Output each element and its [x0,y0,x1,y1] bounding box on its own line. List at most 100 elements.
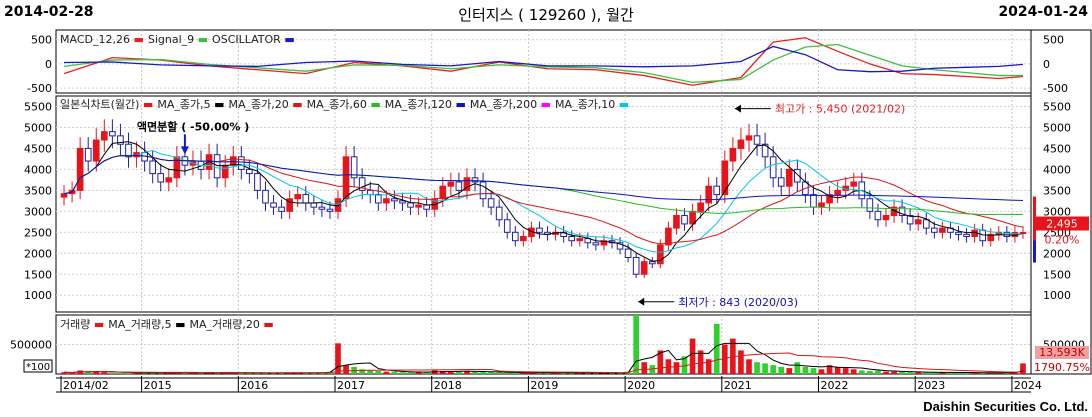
macd-y-tick-left-label: -500 [27,82,52,95]
price-candle [221,164,229,179]
volume-bar [923,372,930,374]
legend-swatch-icon: ▬ [194,33,209,46]
high-price-annotation: 최고가 : 5,450 (2021/02) [775,103,905,116]
legend-item[interactable]: MA_종가,5 ▬ [157,98,224,111]
price-candle [455,181,463,191]
legend-label: MA_종가,60 [306,98,367,111]
end-date: 2024-01-24 [998,4,1088,20]
volume-bar [456,371,462,374]
legend-item[interactable]: MA_거래량,5 ▬ [108,318,185,331]
price-y-tick-left-label: 4000 [24,163,52,176]
price-y-tick-right-label: 2000 [1043,247,1071,260]
price-candle [60,193,68,198]
volume-bar [528,372,535,374]
legend-label: MA_종가,10 [555,98,616,111]
volume-bar [101,372,108,374]
legend-label: MA_종가,20 [228,98,289,111]
legend-item[interactable]: 일본식차트(월간) ▬ [60,98,153,111]
price-candle [697,202,704,212]
price-candle [84,147,92,162]
volume-bar [641,362,648,374]
volume-bar [770,365,776,374]
price-candle [705,185,713,204]
volume-bar [472,371,478,374]
volume-bar [157,372,164,374]
x-tick-label: 2016 [240,379,268,392]
volume-bar [109,372,116,374]
low-price-arrow-head [638,297,645,306]
legend-item[interactable]: MA_종가,120 ▬ [385,98,466,111]
price-candle [673,215,680,229]
stock-split-annotation: 액면분할 ( -50.00% ) [137,119,249,133]
price-candle [270,202,277,208]
volume-bar [504,372,511,374]
macd-y-tick-right-label: -500 [1043,82,1068,95]
legend-item[interactable]: MA_종가,200 ▬ [470,98,551,111]
volume-bar [496,372,502,374]
legend-item[interactable]: MACD_12,26 ▬ [60,33,144,46]
volume-bar [705,359,712,374]
price-candle [914,219,922,225]
price-candle [326,208,334,212]
macd-line-signal-9 [63,43,1023,83]
price-candle [439,185,447,200]
price-candle [415,204,422,208]
price-range-bar-up [1033,196,1036,257]
price-candle [205,154,213,170]
legend-item[interactable]: MA_종가,20 ▬ [228,98,302,111]
volume-bar [689,338,696,374]
volume-bar [899,371,905,374]
legend-item[interactable]: 거래량 ▬ [60,318,104,331]
price-candle [487,198,495,208]
volume-bar [383,371,390,374]
volume-bar [810,368,817,374]
legend-swatch-icon: ▬ [280,33,295,46]
volume-bar [399,372,406,374]
legend-item[interactable]: MA_거래량,20 ▬ [190,318,274,331]
price-y-tick-left-label: 1500 [24,268,52,281]
last-volume-ratio: 1790.75% [1034,361,1090,374]
price-candle [777,177,785,187]
price-candle [979,229,986,242]
volume-bar [391,371,398,374]
price-y-tick-right-label: 5500 [1043,100,1071,113]
legend-item[interactable]: OSCILLATOR ▬ [212,33,295,46]
legend-item[interactable]: Signal_9 ▬ [148,33,208,46]
x-tick-label: 2020 [627,379,655,392]
volume-bar [480,371,486,374]
volume-multiplier-label: *100 [26,362,50,373]
price-candle [761,143,769,158]
volume-y-tick-left-label: 500000 [10,339,52,352]
legend-item[interactable]: MA_종가,10 ▬ [555,98,629,111]
volume-bar [133,372,140,374]
volume-bar [214,372,220,374]
price-candle [101,131,108,141]
volume-ma-line-20 [64,352,1023,374]
price-candle [213,154,221,179]
x-tick-label: 2018 [434,379,462,392]
volume-bar [149,372,156,374]
volume-bar [842,368,849,374]
price-candle [383,198,390,204]
price-y-tick-left-label: 4500 [24,142,52,155]
stock-split-arrow-head [180,146,189,155]
price-candle [479,181,487,200]
price-candle [536,227,543,233]
volume-bar [673,362,680,374]
x-tick-label: 2015 [144,379,172,392]
volume-bar [520,372,527,374]
legend-item[interactable]: MA_종가,60 ▬ [307,98,381,111]
volume-bar [536,372,543,374]
price-candle [520,236,527,242]
price-candle [648,261,656,265]
brand-footer: Daishin Securities Co. Ltd. [923,399,1088,414]
price-candle [874,210,882,221]
low-price-annotation: 최저가 : 843 (2020/03) [678,296,798,309]
price-candle [906,215,914,225]
price-y-tick-right-label: 1500 [1043,268,1071,281]
x-tick-label: 2024 [1014,379,1042,392]
volume-bar [93,371,100,374]
price-candle [898,206,906,217]
volume-bar [915,372,922,374]
